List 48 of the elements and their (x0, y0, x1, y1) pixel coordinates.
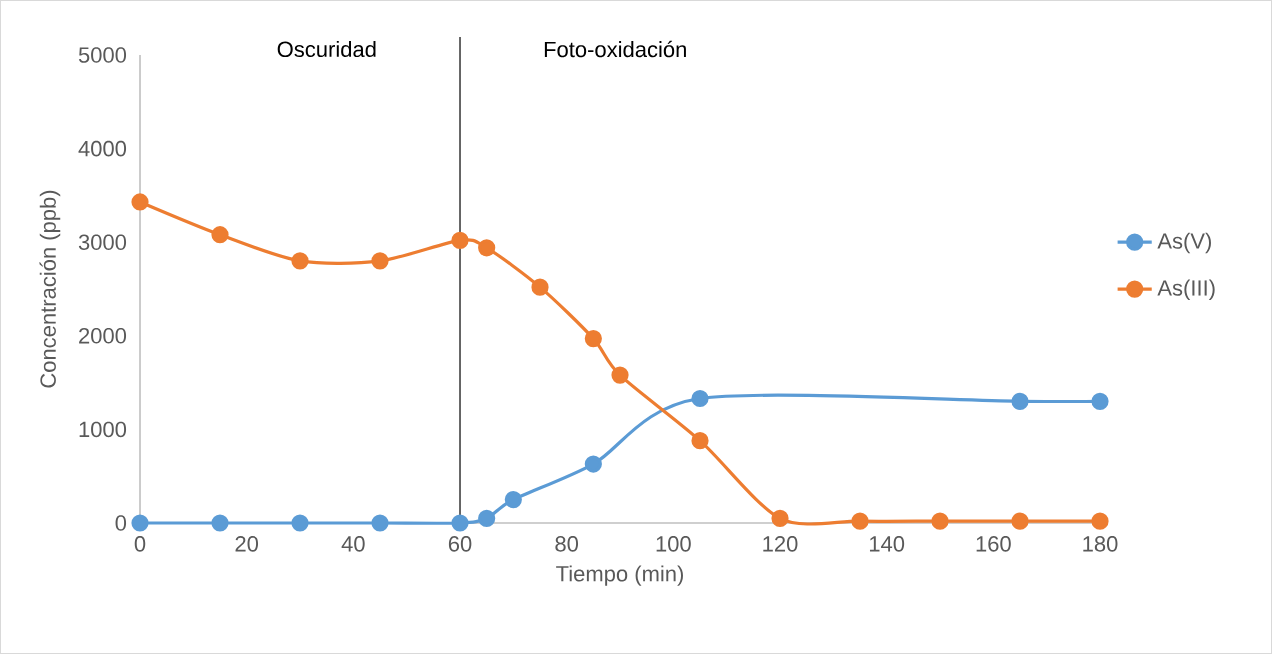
point (584, 330, 602, 348)
x-tick-label: 100 (656, 536, 691, 552)
y-tick-label: 1000 (79, 421, 127, 438)
point (504, 491, 522, 509)
point (1091, 512, 1109, 530)
x-tick-label: 180 (1083, 536, 1118, 552)
point (931, 512, 949, 530)
point (291, 514, 309, 532)
point (211, 226, 229, 244)
point (131, 193, 149, 211)
y-tick-label: 3000 (78, 234, 127, 250)
x-tick-label: 120 (763, 536, 798, 552)
point (771, 509, 789, 527)
x-tick-label: 0 (134, 536, 146, 552)
x-tick-label: 20 (235, 536, 259, 552)
point (531, 278, 549, 296)
point (478, 509, 496, 527)
point (291, 252, 309, 270)
x-tick-label: 80 (555, 536, 579, 552)
point (371, 252, 389, 270)
x-tick-label: 60 (448, 536, 472, 552)
y-tick-label: 0 (115, 515, 127, 531)
x-tick-label: 40 (341, 536, 365, 552)
x-axis-title: Tiempo (min) (556, 565, 683, 586)
legend-label: As(V) (1157, 232, 1211, 254)
point (851, 512, 869, 530)
point (611, 366, 629, 384)
point (211, 514, 229, 532)
point (371, 514, 389, 532)
point (1011, 512, 1029, 530)
annotation: Foto-oxidación (544, 40, 686, 58)
point (451, 514, 469, 532)
point (584, 455, 602, 473)
point (478, 239, 496, 257)
y-tick-label: 5000 (78, 47, 127, 63)
annotation: Oscuridad (277, 40, 376, 58)
legend-label: As(III) (1157, 279, 1215, 301)
point (691, 389, 709, 408)
point (451, 231, 469, 249)
x-tick-label: 140 (869, 536, 905, 552)
y-tick-label: 4000 (78, 140, 127, 157)
point (691, 432, 709, 450)
point (1011, 392, 1029, 410)
y-tick-label: 2000 (79, 328, 127, 344)
x-tick-label: 160 (976, 536, 1011, 552)
point (131, 514, 149, 532)
y-axis-title: Concentración (ppb) (39, 190, 61, 388)
point (1091, 392, 1109, 410)
